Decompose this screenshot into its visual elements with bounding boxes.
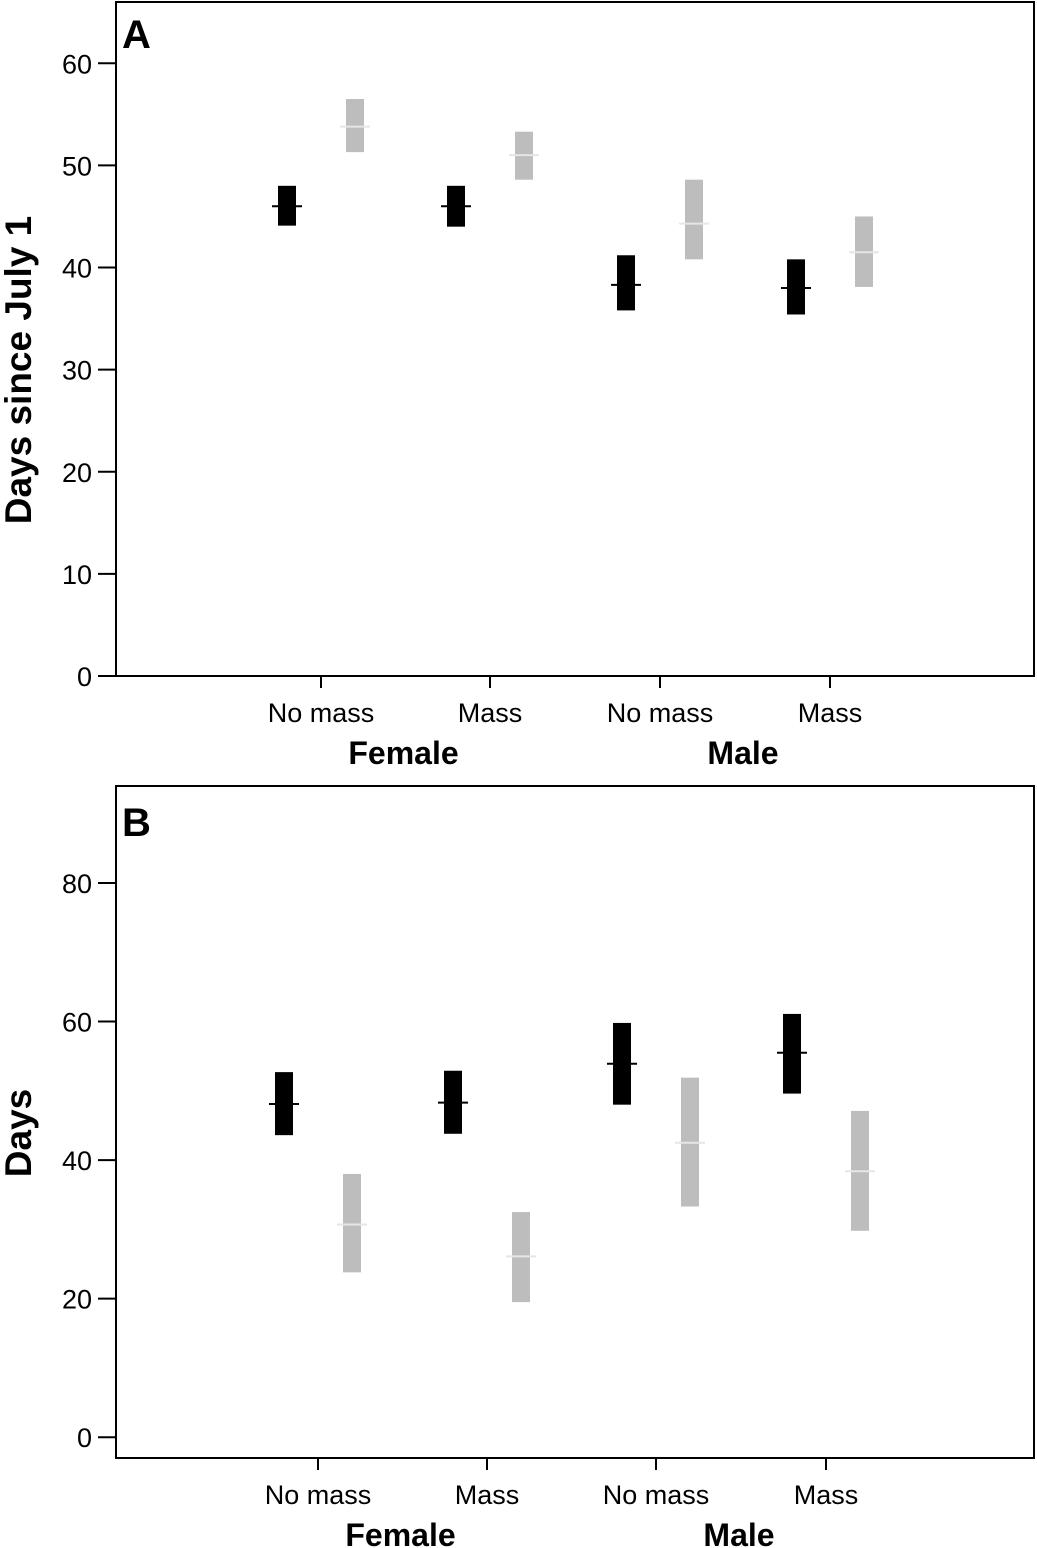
group-label: Male [703, 1517, 774, 1548]
interval-bar [346, 99, 364, 153]
interval-bar [685, 179, 703, 260]
y-tick-label: 40 [62, 254, 92, 284]
panel-label: B [122, 801, 151, 845]
x-tick-label: Mass [455, 1480, 520, 1510]
x-tick-label: Mass [798, 698, 863, 728]
x-tick-label: No mass [607, 698, 714, 728]
x-tick-label: No mass [265, 1480, 372, 1510]
x-tick-label: Mass [794, 1480, 859, 1510]
interval-bar [783, 1013, 801, 1094]
panel-a: A Days since July 1 0 10 20 30 40 50 60 No mas… [0, 1, 1035, 771]
y-axis: 0 20 40 60 80 [62, 869, 116, 1453]
y-tick-label: 20 [62, 1285, 92, 1315]
x-tick-label: No mass [603, 1480, 710, 1510]
data-marks [269, 1013, 875, 1303]
y-tick-label: 60 [62, 49, 92, 79]
x-tick-label: Mass [458, 698, 523, 728]
y-axis-title: Days [0, 1089, 39, 1177]
y-tick-label: 30 [62, 356, 92, 386]
y-tick-label: 10 [62, 560, 92, 590]
interval-bar [787, 259, 805, 315]
group-label: Male [707, 735, 778, 771]
x-tick-label: No mass [268, 698, 375, 728]
y-tick-label: 20 [62, 458, 92, 488]
interval-bar [617, 255, 635, 311]
y-axis-title: Days since July 1 [0, 216, 39, 525]
plot-frame [115, 785, 1035, 1459]
y-tick-label: 40 [62, 1146, 92, 1176]
group-label: Female [348, 735, 458, 771]
interval-bar [343, 1173, 361, 1273]
y-tick-label: 80 [62, 869, 92, 899]
y-tick-label: 50 [62, 151, 92, 181]
plot-frame [115, 1, 1035, 677]
group-label: Female [345, 1517, 455, 1548]
y-tick-label: 0 [77, 1423, 92, 1453]
y-axis: 0 10 20 30 40 50 60 [62, 49, 116, 692]
y-tick-label: 0 [77, 662, 92, 692]
y-tick-label: 60 [62, 1008, 92, 1038]
panel-label: A [122, 13, 151, 57]
data-marks [272, 99, 879, 315]
